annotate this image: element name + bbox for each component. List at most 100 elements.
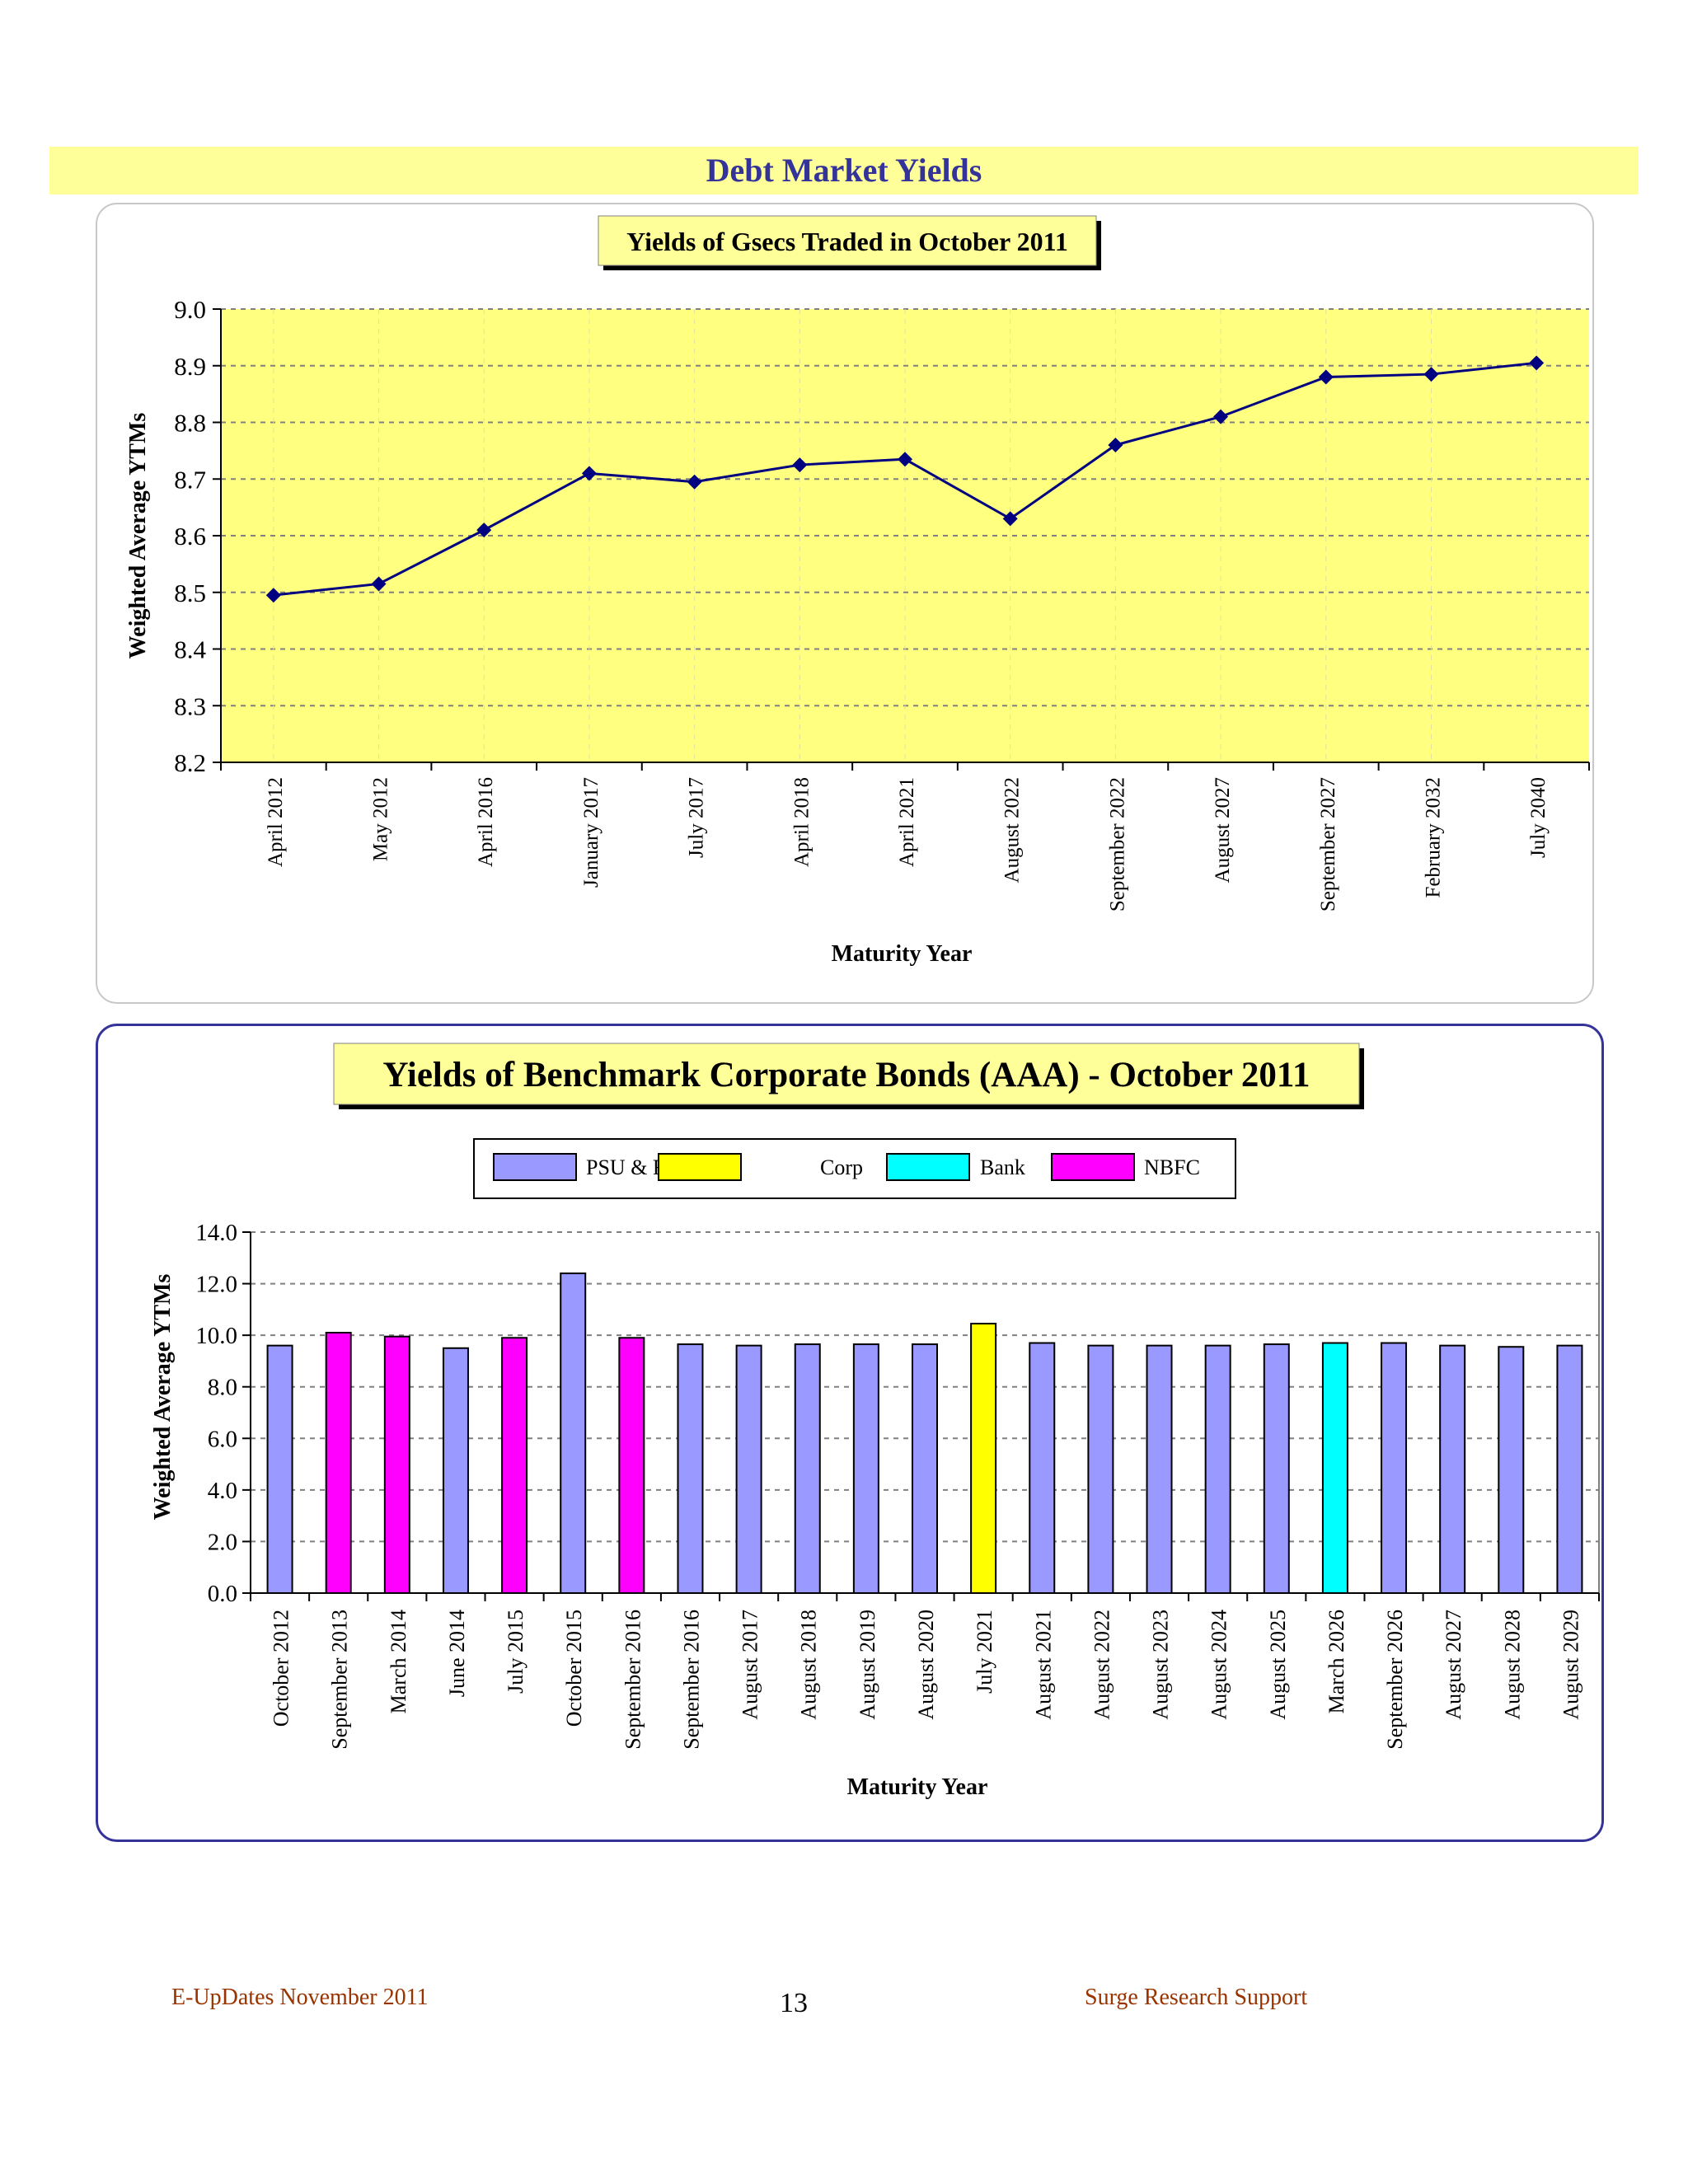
chart1-data-point [1318, 369, 1334, 385]
chart2-bar [442, 1347, 469, 1594]
chart2-y-tick-label: 8.0 [208, 1375, 237, 1401]
corporate-bond-bar-chart: Yields of Benchmark Corporate Bonds (AAA… [150, 1043, 1600, 1800]
chart1-data-point [1002, 511, 1018, 527]
footer-publisher: Surge Research Support [1085, 1985, 1308, 2010]
chart2-x-tick-label: August 2017 [738, 1610, 762, 1720]
chart1-data-point [581, 466, 597, 481]
chart2-x-tick-label: August 2021 [1031, 1610, 1055, 1720]
chart2-x-tick-labels: October 2012 September 2013 March 2014 June… [270, 1610, 1583, 1750]
chart2-bar [560, 1272, 587, 1594]
chart2-bar [970, 1323, 997, 1594]
chart1-axes [213, 308, 1590, 771]
chart2-bar [852, 1343, 879, 1594]
chart2-bar [735, 1344, 762, 1594]
chart2-y-tick-label: 14.0 [195, 1220, 237, 1246]
chart2-legend-swatch [493, 1153, 577, 1181]
chart1-x-tick-labels: April 2012 May 2012 April 2016 January 2017… [265, 777, 1550, 912]
chart2-bar [1029, 1342, 1056, 1594]
footer-publication: E-UpDates November 2011 [171, 1985, 429, 2010]
chart2-bar [1439, 1344, 1466, 1594]
chart2-title: Yields of Benchmark Corporate Bonds (AAA… [382, 1056, 1310, 1094]
chart2-bar [1381, 1342, 1408, 1594]
chart1-x-tick-label: April 2012 [265, 777, 287, 867]
chart1-data-point [898, 452, 912, 467]
chart1-x-tick-label: April 2016 [475, 777, 497, 867]
chart2-ylabel: Weighted Average YTMs [150, 1274, 176, 1521]
chart2-y-tick-label: 2.0 [208, 1529, 237, 1555]
chart2-x-tick-label: August 2020 [914, 1610, 938, 1720]
chart2-x-tick-label: October 2015 [562, 1610, 586, 1727]
chart2-y-tick-labels: 0.0 2.0 4.0 6.0 8.0 10.0 12.0 14.0 [195, 1220, 237, 1607]
chart2-x-tick-label: July 2021 [973, 1610, 996, 1694]
chart2-bar [1263, 1343, 1290, 1594]
chart2-bar [501, 1337, 528, 1594]
chart2-x-tick-label: August 2024 [1207, 1610, 1231, 1720]
chart1-ylabel: Weighted Average YTMs [125, 413, 151, 659]
chart1-x-tick-label: January 2017 [580, 777, 603, 888]
chart2-legend-swatch [658, 1153, 742, 1181]
chart1-x-tick-label: April 2021 [896, 777, 918, 867]
chart2-bar [1087, 1344, 1114, 1594]
chart2-legend-label: Bank [980, 1155, 1025, 1179]
chart2-x-tick-label: August 2029 [1559, 1610, 1582, 1720]
chart2-x-tick-label: August 2019 [856, 1610, 879, 1720]
chart2-bar [383, 1335, 410, 1594]
chart2-title-box [333, 1043, 1360, 1105]
chart1-y-tick-label: 8.6 [174, 522, 206, 551]
chart1-y-tick-label: 8.2 [174, 748, 206, 777]
chart2-y-tick-label: 6.0 [208, 1426, 237, 1452]
chart1-gridlines [221, 308, 1589, 762]
gsec-yield-line-chart: Yields of Gsecs Traded in October 2011 8… [125, 215, 1590, 967]
chart1-data-point [687, 474, 702, 490]
chart1-title: Yields of Gsecs Traded in October 2011 [626, 227, 1068, 256]
chart1-x-tick-label: July 2017 [686, 777, 708, 858]
chart1-title-box [598, 215, 1097, 266]
chart2-legend: PSU & FI's Corp Bank NBFC [493, 1153, 1200, 1181]
chart1-y-tick-label: 8.4 [174, 635, 206, 664]
chart1-y-tick-label: 8.7 [174, 465, 206, 494]
header-band: Debt Market Yields [49, 147, 1639, 194]
chart2-x-tick-label: September 2016 [679, 1610, 703, 1750]
chart1-y-tick-label: 8.9 [174, 352, 206, 381]
chart1-y-tick-label: 8.5 [174, 579, 206, 607]
chart1-xlabel: Maturity Year [832, 941, 973, 967]
chart1-x-tick-label: July 2040 [1527, 777, 1550, 858]
chart2-y-tick-label: 12.0 [195, 1272, 237, 1298]
chart2-y-tick-label: 0.0 [208, 1581, 237, 1607]
chart2-x-tick-label: August 2027 [1442, 1610, 1465, 1720]
chart2-bars [266, 1272, 1583, 1594]
chart1-x-tick-label: February 2032 [1422, 777, 1444, 898]
chart1-data-point [792, 457, 808, 473]
chart2-bar [325, 1332, 352, 1594]
chart1-x-tick-label: September 2027 [1317, 777, 1339, 912]
gsec-chart-panel: Yields of Gsecs Traded in October 2011 8… [96, 203, 1594, 1004]
chart2-x-tick-label: August 2025 [1266, 1610, 1290, 1720]
chart2-x-tick-label: August 2023 [1149, 1610, 1173, 1720]
chart1-x-tick-label: May 2012 [370, 777, 392, 861]
chart2-bar [677, 1343, 704, 1594]
chart2-x-tick-label: September 2013 [328, 1610, 352, 1750]
page-title: Debt Market Yields [706, 152, 982, 189]
chart2-x-tick-label: September 2026 [1383, 1610, 1407, 1750]
chart1-data-point [1423, 367, 1439, 382]
chart2-legend-label: Corp [820, 1155, 863, 1179]
chart1-y-tick-label: 8.8 [174, 409, 206, 438]
corporate-bond-chart-panel: Yields of Benchmark Corporate Bonds (AAA… [96, 1024, 1604, 1842]
chart1-data-point [371, 576, 387, 592]
chart2-x-tick-label: July 2015 [504, 1610, 528, 1694]
chart1-x-tick-label: August 2027 [1212, 777, 1234, 883]
chart1-data-point [265, 588, 281, 603]
chart2-bar [1556, 1344, 1583, 1594]
chart1-x-tick-label: April 2018 [790, 777, 813, 867]
chart1-series [265, 355, 1545, 603]
chart2-x-tick-label: October 2012 [270, 1610, 293, 1727]
chart2-x-tick-label: August 2022 [1090, 1610, 1114, 1720]
chart2-legend-swatch [1051, 1153, 1135, 1181]
chart2-bar [1146, 1344, 1173, 1594]
chart2-bar [1321, 1342, 1348, 1594]
chart2-legend-swatch [886, 1153, 970, 1181]
chart2-y-tick-label: 4.0 [208, 1478, 237, 1504]
chart2-bar [266, 1344, 293, 1594]
chart2-bar [1498, 1346, 1525, 1594]
chart2-bar [1204, 1344, 1231, 1594]
